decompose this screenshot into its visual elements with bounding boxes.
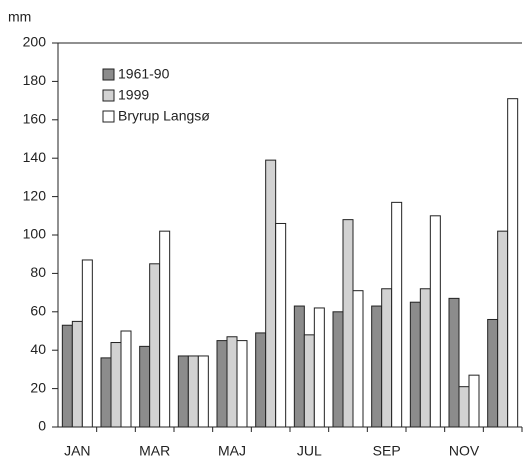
y-tick-label: 60 bbox=[30, 303, 46, 319]
bar bbox=[71, 320, 83, 428]
bar bbox=[429, 215, 441, 428]
legend-swatch bbox=[102, 110, 115, 123]
bar bbox=[293, 305, 305, 428]
bar bbox=[139, 345, 151, 428]
y-tick-label: 20 bbox=[30, 379, 46, 395]
bar bbox=[110, 342, 122, 428]
bar bbox=[352, 290, 364, 428]
bar bbox=[187, 355, 199, 428]
x-tick-label: NOV bbox=[449, 443, 480, 459]
bar bbox=[265, 159, 277, 428]
bar bbox=[275, 222, 287, 428]
bar bbox=[458, 386, 470, 428]
bar bbox=[177, 355, 189, 428]
bar bbox=[120, 330, 132, 428]
x-tick-label: SEP bbox=[373, 443, 401, 459]
bar bbox=[371, 305, 383, 428]
y-tick-label: 120 bbox=[23, 187, 47, 203]
bar bbox=[342, 219, 354, 428]
bar bbox=[332, 311, 344, 428]
y-tick-label: 100 bbox=[23, 226, 47, 242]
bar bbox=[81, 259, 93, 428]
bar bbox=[381, 288, 393, 428]
bar bbox=[197, 355, 209, 428]
bar bbox=[391, 201, 403, 428]
y-tick-label: 80 bbox=[30, 264, 46, 280]
bar bbox=[313, 307, 325, 428]
legend-swatch bbox=[102, 68, 115, 81]
bar bbox=[226, 336, 238, 428]
bar bbox=[149, 263, 161, 428]
legend-label: 1961-90 bbox=[118, 66, 170, 82]
legend-label: Bryrup Langsø bbox=[118, 108, 210, 124]
bar bbox=[255, 332, 267, 428]
x-tick-label: MAR bbox=[139, 443, 170, 459]
y-tick-label: 180 bbox=[23, 72, 47, 88]
bar bbox=[159, 230, 171, 428]
legend-label: 1999 bbox=[118, 87, 149, 103]
bar bbox=[236, 340, 248, 428]
y-tick-label: 200 bbox=[23, 34, 47, 50]
y-axis-label: mm bbox=[8, 9, 31, 25]
y-tick-label: 0 bbox=[38, 418, 46, 434]
bar bbox=[487, 318, 499, 428]
bar bbox=[507, 98, 519, 428]
bar bbox=[216, 340, 228, 428]
y-tick-label: 140 bbox=[23, 149, 47, 165]
x-tick-label: MAJ bbox=[218, 443, 246, 459]
bar bbox=[497, 230, 509, 428]
y-tick-label: 40 bbox=[30, 341, 46, 357]
y-tick-label: 160 bbox=[23, 111, 47, 127]
bar bbox=[468, 374, 480, 428]
x-tick-label: JAN bbox=[64, 443, 90, 459]
bar bbox=[419, 288, 431, 428]
bar bbox=[61, 324, 73, 428]
bar bbox=[409, 301, 421, 428]
bar bbox=[303, 334, 315, 428]
legend-swatch bbox=[102, 89, 115, 102]
bar bbox=[100, 357, 112, 428]
x-tick-label: JUL bbox=[297, 443, 322, 459]
bar bbox=[448, 297, 460, 428]
